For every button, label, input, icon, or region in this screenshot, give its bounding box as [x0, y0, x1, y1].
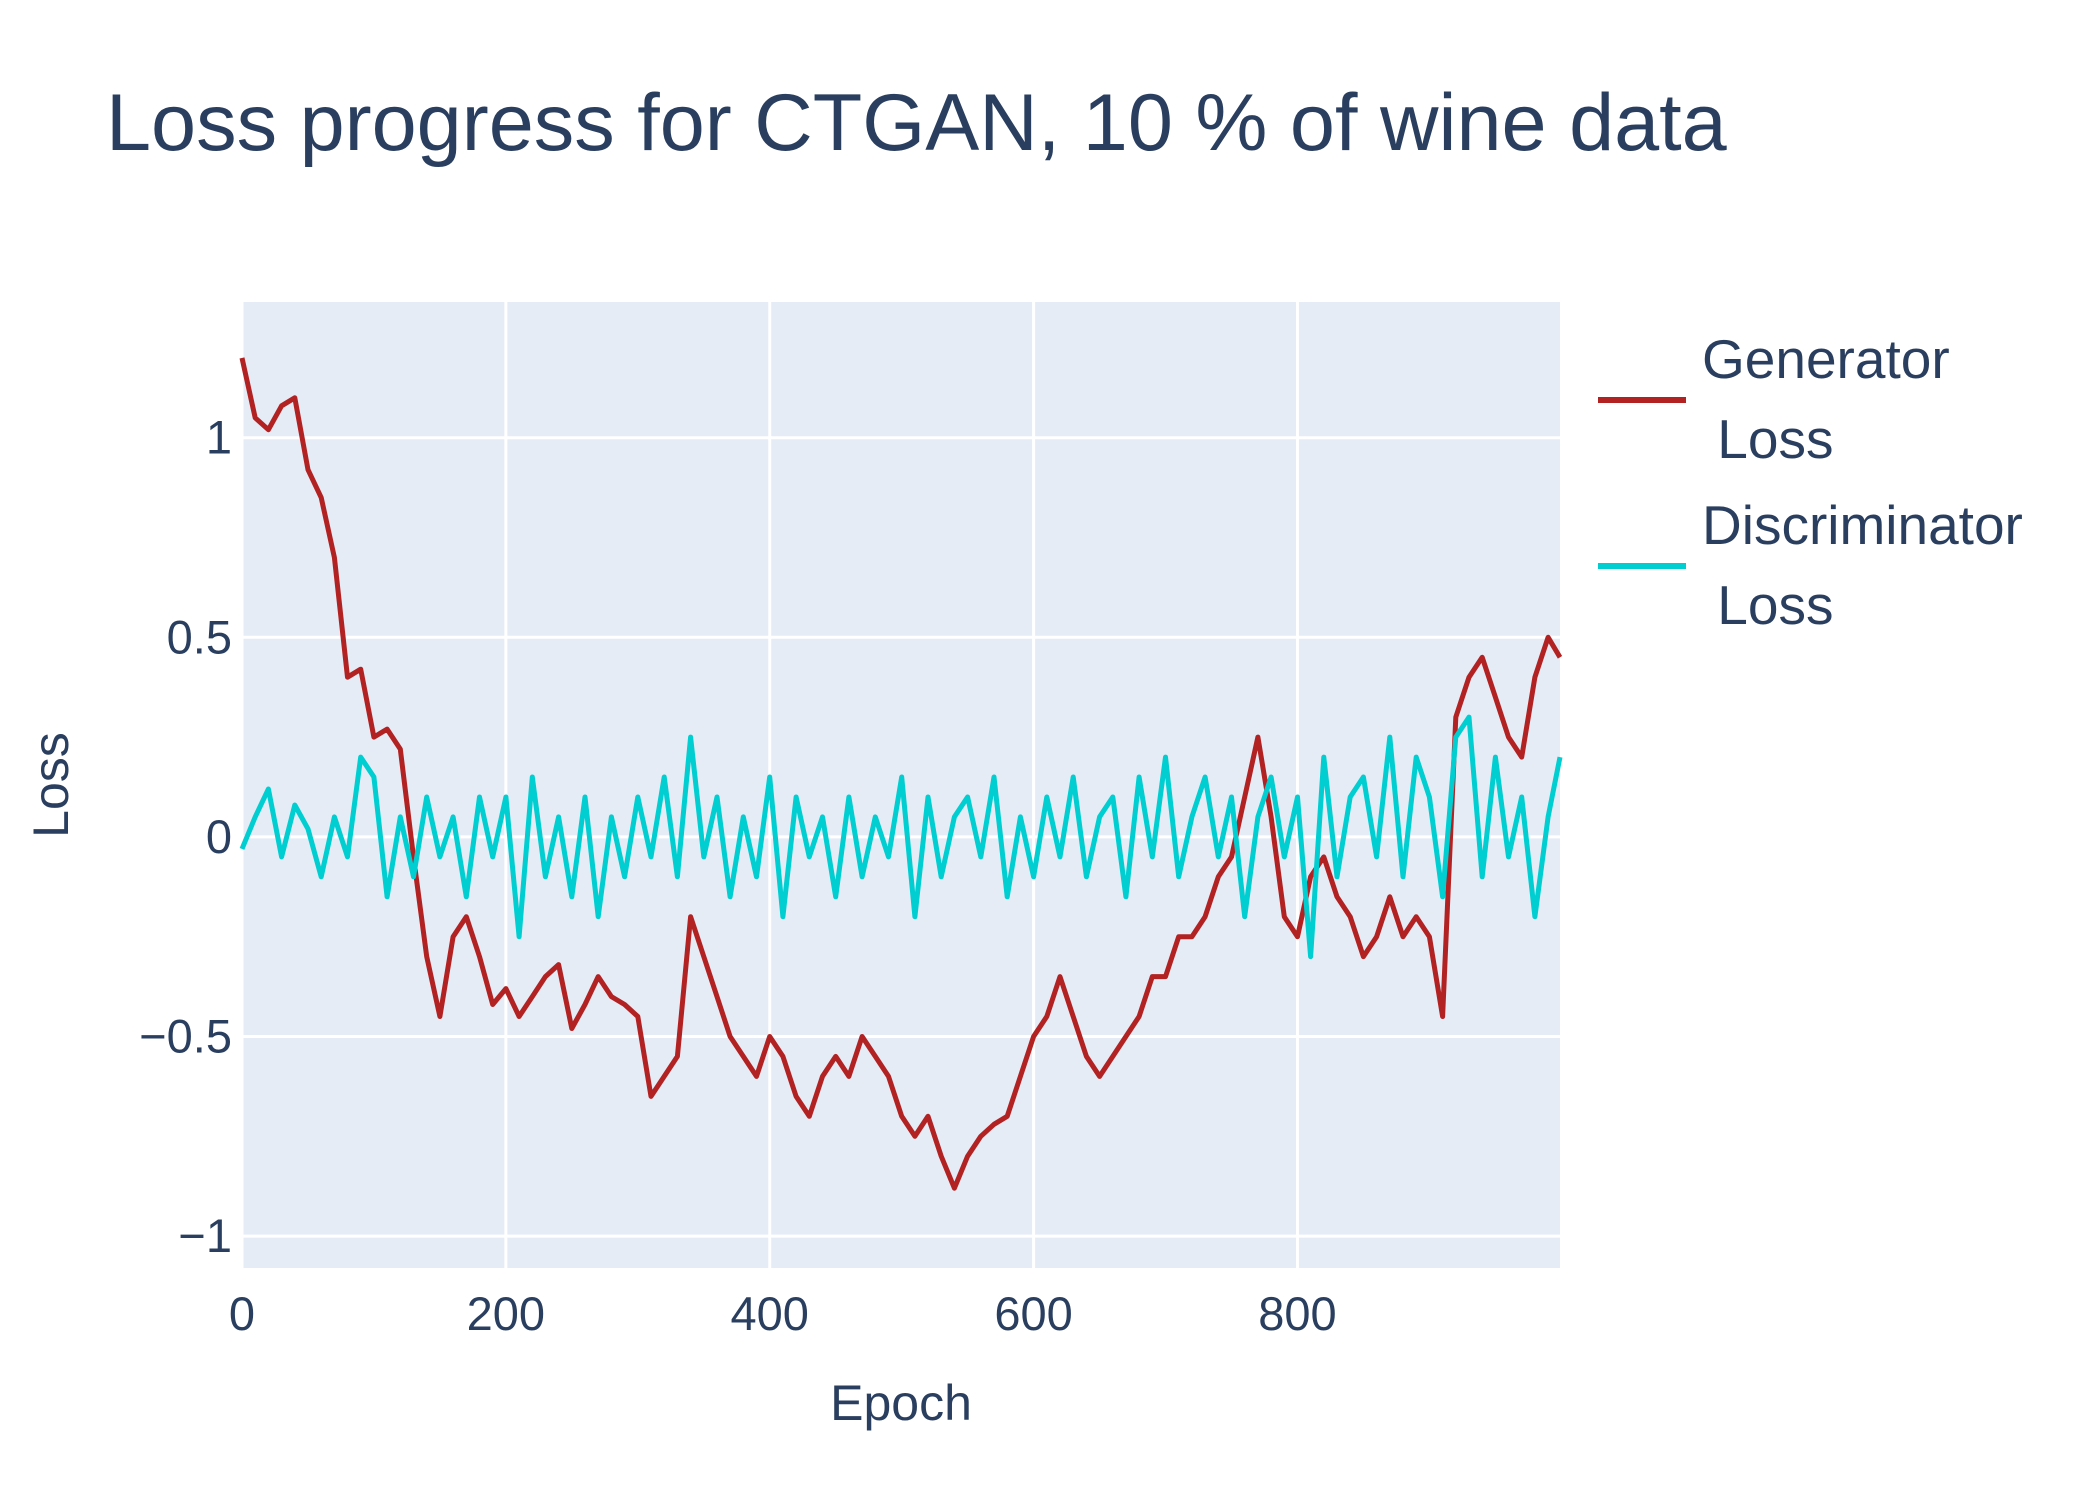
x-tick-label: 0	[229, 1287, 255, 1340]
x-tick-label: 600	[994, 1287, 1072, 1340]
y-tick-label: 1	[206, 411, 232, 464]
legend[interactable]: Generator Loss Discriminator Loss	[1598, 328, 2023, 636]
y-axis-title: Loss	[23, 732, 79, 838]
y-tick-label: −0.5	[139, 1009, 232, 1062]
x-axis-title: Epoch	[830, 1375, 972, 1431]
legend-item-0[interactable]: Generator Loss	[1598, 328, 1950, 470]
y-tick-label: −1	[178, 1209, 232, 1262]
series-line-0	[239, 357, 1563, 1191]
y-tick-labels: −1 −0.5 0 0.5 1	[139, 411, 232, 1262]
legend-item-1[interactable]: Discriminator Loss	[1598, 494, 2023, 636]
y-gridlines	[242, 436, 1560, 1238]
legend-label: Discriminator Loss	[1702, 494, 2023, 636]
y-tick-label: 0.5	[167, 610, 232, 663]
x-tick-labels: 0 200 400 600 800	[229, 1287, 1337, 1340]
x-tick-label: 200	[467, 1287, 545, 1340]
series-line-1	[239, 714, 1563, 960]
x-tick-label: 400	[731, 1287, 809, 1340]
legend-label: Generator Loss	[1702, 328, 1950, 470]
y-tick-label: 0	[206, 810, 232, 863]
chart-title: Loss progress for CTGAN, 10 % of wine da…	[106, 78, 1728, 168]
x-tick-label: 800	[1258, 1287, 1336, 1340]
series-layer	[239, 357, 1563, 1191]
